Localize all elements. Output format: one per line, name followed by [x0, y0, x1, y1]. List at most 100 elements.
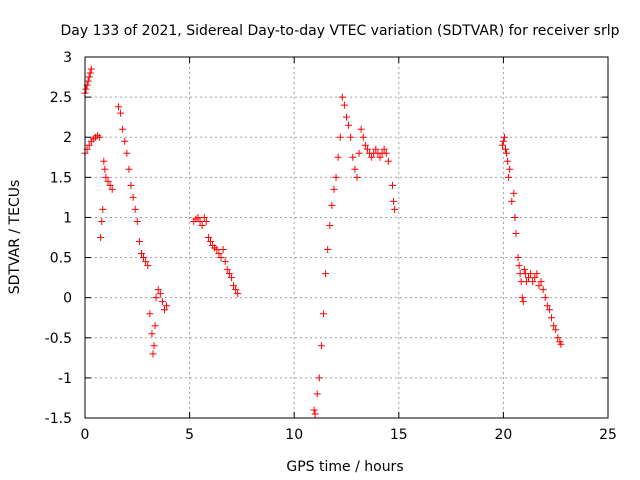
data-point: [135, 238, 143, 246]
data-point: [204, 234, 212, 241]
series-arc-4: [310, 93, 392, 418]
data-point: [127, 181, 135, 189]
data-point: [129, 193, 137, 201]
data-point: [324, 246, 332, 254]
data-point: [537, 278, 545, 286]
data-point: [511, 213, 519, 221]
data-point: [504, 157, 512, 165]
x-tick-label: 10: [285, 427, 303, 443]
data-point: [121, 137, 129, 145]
data-point: [355, 149, 363, 157]
y-tick-label: 1.5: [50, 170, 72, 186]
data-point: [82, 85, 90, 93]
data-point: [390, 197, 398, 205]
data-point: [525, 274, 533, 282]
tick-layer: 0 5 10 15 20 25 -1.5 -1 -0.5 0 0.5 1 1.5 2 2.5 3: [45, 50, 617, 443]
data-point: [117, 109, 125, 117]
data-point: [207, 238, 215, 246]
data-point: [519, 298, 527, 306]
data-point: [123, 149, 131, 157]
data-point: [336, 133, 344, 141]
data-layer: [81, 65, 565, 418]
data-point: [97, 234, 105, 241]
data-point: [330, 185, 338, 193]
data-point: [343, 113, 350, 121]
y-tick-label: 3: [63, 50, 72, 66]
data-point: [217, 254, 225, 262]
data-point: [545, 306, 553, 314]
data-point: [357, 125, 365, 133]
data-point: [146, 310, 154, 318]
data-point: [84, 77, 92, 85]
data-point: [194, 213, 202, 221]
data-point: [503, 149, 511, 157]
data-point: [384, 157, 392, 165]
data-point: [322, 270, 330, 278]
data-point: [512, 229, 520, 237]
data-point: [351, 165, 359, 173]
data-point: [163, 302, 171, 310]
data-point: [198, 221, 206, 229]
data-point: [234, 290, 242, 298]
y-tick-label: 2: [63, 130, 72, 146]
y-tick-label: 2.5: [50, 90, 72, 106]
data-point: [114, 103, 122, 111]
data-point: [98, 217, 106, 225]
data-point: [506, 165, 514, 173]
data-point: [552, 326, 560, 334]
data-point: [332, 173, 340, 181]
data-point: [353, 173, 361, 181]
x-tick-label: 5: [185, 427, 194, 443]
data-point: [160, 306, 168, 314]
data-point: [510, 189, 518, 197]
data-point: [133, 217, 141, 225]
data-point: [223, 266, 231, 274]
data-point: [527, 270, 535, 278]
y-tick-label: 0.5: [50, 251, 72, 267]
data-point: [150, 342, 158, 350]
data-point: [531, 274, 539, 282]
data-point: [149, 350, 157, 358]
y-tick-label: -1.5: [45, 411, 72, 427]
data-point: [535, 282, 543, 290]
data-point: [543, 302, 551, 310]
data-point: [368, 153, 376, 161]
data-point: [119, 125, 127, 133]
data-point: [232, 286, 240, 294]
data-point: [319, 310, 327, 318]
data-point: [345, 121, 353, 129]
data-point: [359, 133, 367, 141]
data-point: [311, 410, 319, 418]
data-point: [101, 165, 109, 173]
data-point: [200, 213, 208, 221]
data-point: [102, 173, 110, 181]
data-point: [391, 205, 399, 213]
data-point: [140, 254, 148, 262]
series-arc-1a: [81, 65, 95, 97]
data-point: [106, 181, 114, 189]
x-axis-label: GPS time / hours: [286, 459, 403, 475]
data-point: [142, 258, 150, 266]
data-point: [500, 133, 508, 141]
x-tick-label: 15: [390, 427, 408, 443]
data-point: [372, 145, 380, 153]
data-point: [541, 294, 549, 302]
data-point: [380, 145, 388, 153]
data-point: [96, 133, 104, 141]
data-point: [520, 266, 528, 274]
data-point: [557, 340, 565, 348]
series-arc-3: [190, 213, 242, 298]
data-point: [363, 145, 371, 153]
data-point: [108, 185, 116, 193]
data-point: [151, 322, 159, 330]
data-point: [518, 294, 526, 302]
data-point: [152, 294, 160, 302]
series-arc-5: [498, 133, 565, 348]
data-point: [529, 278, 537, 286]
data-point: [85, 141, 93, 149]
data-point: [104, 177, 112, 185]
grid-layer: [85, 57, 608, 418]
plot-frame: [84, 56, 609, 419]
series-arc-1c: [97, 157, 116, 241]
